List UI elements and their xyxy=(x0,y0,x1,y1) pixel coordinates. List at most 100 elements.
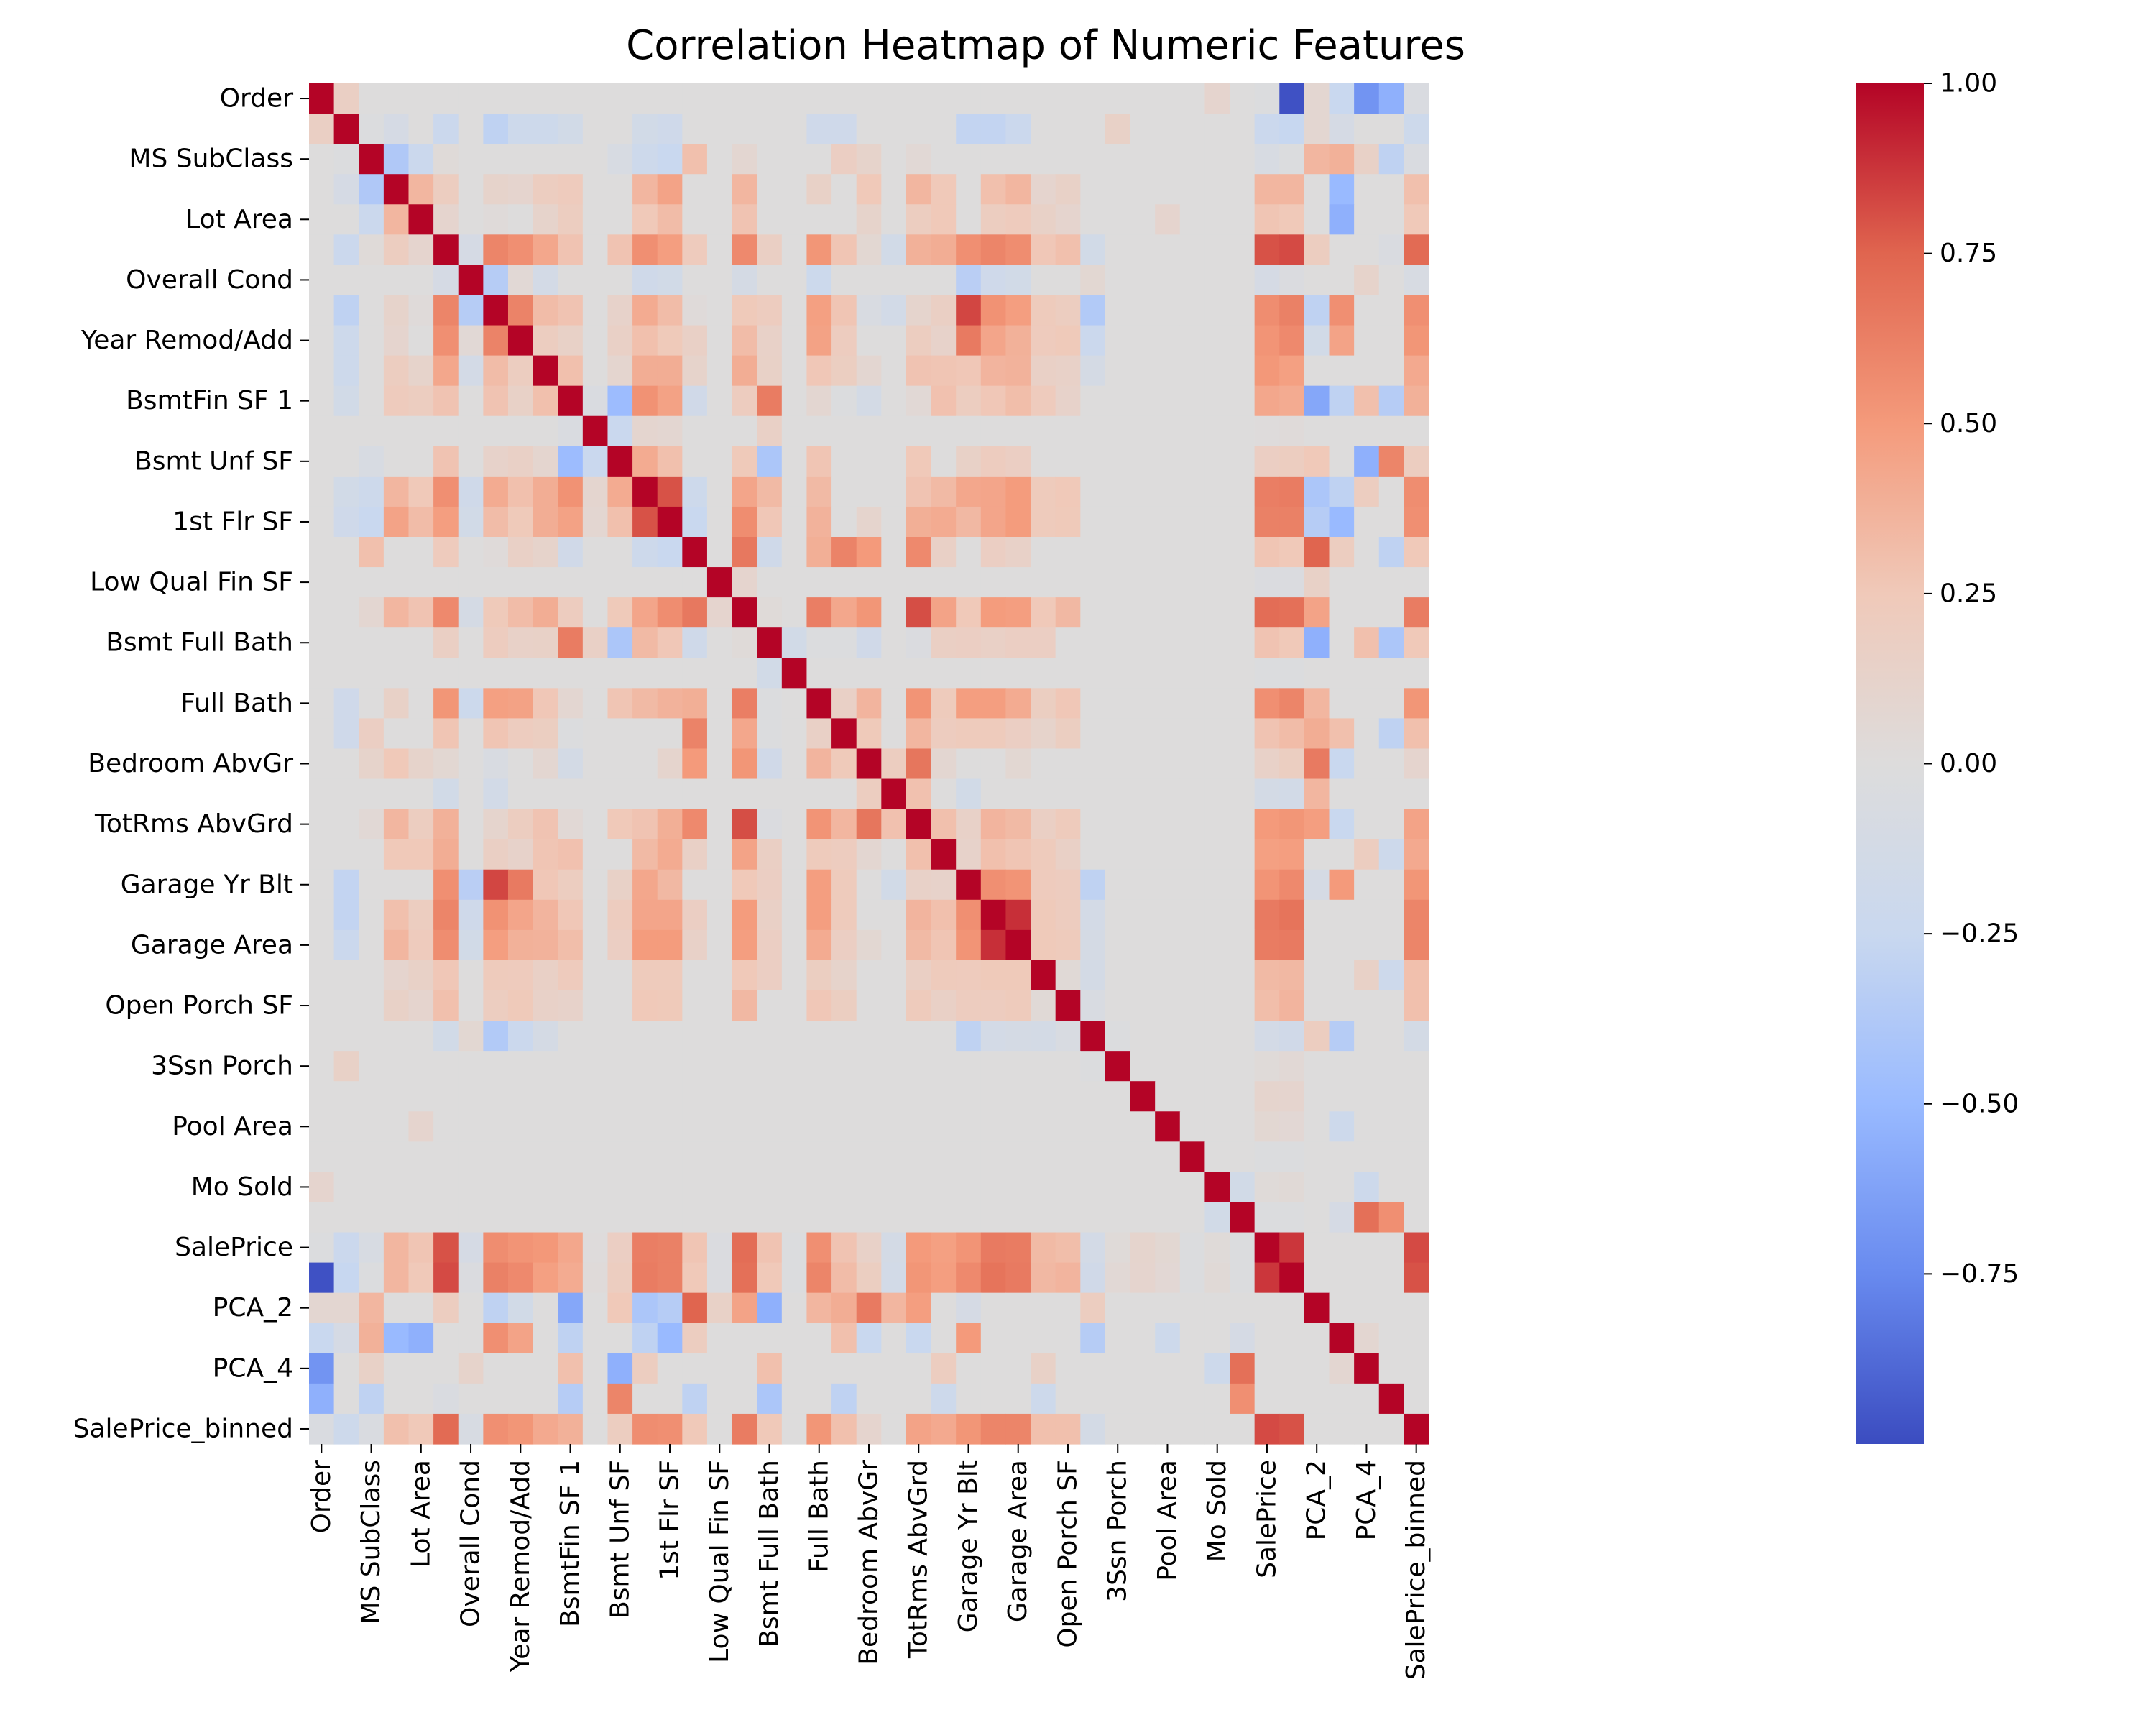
heatmap-cell xyxy=(1005,809,1031,840)
heatmap-cell xyxy=(1179,1322,1205,1354)
heatmap-cell xyxy=(333,990,359,1021)
heatmap-cell xyxy=(732,1141,757,1172)
heatmap-cell xyxy=(1055,1353,1081,1384)
heatmap-cell xyxy=(657,627,683,658)
heatmap-cell xyxy=(1005,1051,1031,1082)
heatmap-cell xyxy=(1130,778,1156,810)
heatmap-cell xyxy=(1080,325,1106,356)
heatmap-cell xyxy=(1055,839,1081,870)
heatmap-cell xyxy=(1055,114,1081,144)
heatmap-cell xyxy=(1031,234,1056,265)
heatmap-cell xyxy=(856,658,882,689)
heatmap-cell xyxy=(757,1202,783,1233)
heatmap-cell xyxy=(980,1202,1007,1233)
heatmap-cell xyxy=(383,990,410,1021)
y-tick-label: Bsmt Unf SF xyxy=(134,446,293,476)
heatmap-cell xyxy=(682,415,708,447)
heatmap-cell xyxy=(881,597,907,628)
heatmap-cell xyxy=(1031,869,1056,901)
heatmap-cell xyxy=(1080,1081,1106,1112)
heatmap-cell xyxy=(956,688,982,719)
heatmap-cell xyxy=(483,1292,509,1324)
heatmap-cell xyxy=(931,1322,957,1354)
heatmap-cell xyxy=(433,627,459,658)
heatmap-cell xyxy=(781,1081,808,1112)
heatmap-cell xyxy=(1378,929,1404,961)
heatmap-cell xyxy=(732,748,757,780)
heatmap-cell xyxy=(607,627,633,658)
heatmap-cell xyxy=(1105,1202,1131,1233)
heatmap-cell xyxy=(806,1081,832,1112)
heatmap-cell xyxy=(881,1232,907,1264)
heatmap-cell xyxy=(1130,899,1156,931)
heatmap-cell xyxy=(1304,567,1330,598)
heatmap-cell xyxy=(359,1413,384,1445)
heatmap-cell xyxy=(906,204,932,235)
heatmap-cell xyxy=(1005,1383,1031,1414)
heatmap-cell xyxy=(732,627,757,658)
heatmap-cell xyxy=(1204,1413,1230,1445)
heatmap-cell xyxy=(1105,597,1131,628)
heatmap-cell xyxy=(831,1232,857,1264)
heatmap-cell xyxy=(1055,1111,1081,1142)
heatmap-cell xyxy=(1204,1111,1230,1142)
heatmap-cell xyxy=(383,869,410,901)
heatmap-cell xyxy=(881,869,907,901)
heatmap-cell xyxy=(1378,1051,1404,1082)
heatmap-cell xyxy=(732,597,757,628)
heatmap-cell xyxy=(1080,174,1106,205)
heatmap-cell xyxy=(558,1081,584,1112)
heatmap-cell xyxy=(507,597,534,628)
heatmap-cell xyxy=(1055,899,1081,931)
heatmap-cell xyxy=(732,718,757,750)
heatmap-cell xyxy=(558,1021,584,1052)
heatmap-cell xyxy=(309,114,335,144)
heatmap-cell xyxy=(757,325,783,356)
heatmap-cell xyxy=(906,718,932,750)
heatmap-cell xyxy=(558,1141,584,1172)
heatmap-cell xyxy=(1130,718,1156,750)
heatmap-cell xyxy=(856,627,882,658)
heatmap-cell xyxy=(806,778,832,810)
heatmap-cell xyxy=(632,264,658,296)
heatmap-cell xyxy=(956,1353,982,1384)
heatmap-cell xyxy=(359,718,384,750)
heatmap-cell xyxy=(1155,264,1181,296)
heatmap-cell xyxy=(1230,809,1256,840)
heatmap-cell xyxy=(1304,295,1330,326)
heatmap-cell xyxy=(333,264,359,296)
heatmap-cell xyxy=(582,537,609,568)
heatmap-cell xyxy=(383,1383,410,1414)
heatmap-cell xyxy=(582,1353,609,1384)
heatmap-cell xyxy=(1404,1081,1429,1112)
heatmap-cell xyxy=(359,234,384,265)
heatmap-cell xyxy=(1130,1322,1156,1354)
heatmap-cell xyxy=(1254,1353,1280,1384)
x-tick-label: Mo Sold xyxy=(1202,1460,1232,1562)
colorbar-tick-label: −0.75 xyxy=(1940,1259,2019,1289)
heatmap-cell xyxy=(1055,1051,1081,1082)
heatmap-cell xyxy=(1179,899,1205,931)
heatmap-cell xyxy=(1354,990,1380,1021)
heatmap-cell xyxy=(607,506,633,538)
heatmap-cell xyxy=(706,718,733,750)
heatmap-cell xyxy=(831,960,857,991)
heatmap-cell xyxy=(1105,627,1131,658)
heatmap-cell xyxy=(906,1081,932,1112)
x-tick-label: SalePrice xyxy=(1252,1460,1281,1578)
heatmap-cell xyxy=(309,1232,335,1264)
heatmap-cell xyxy=(1204,114,1230,144)
heatmap-cell xyxy=(1155,839,1181,870)
heatmap-cell xyxy=(682,567,708,598)
heatmap-cell xyxy=(906,506,932,538)
heatmap-cell xyxy=(831,114,857,144)
heatmap-cell xyxy=(558,658,584,689)
heatmap-cell xyxy=(1230,1051,1256,1082)
heatmap-cell xyxy=(806,1232,832,1264)
heatmap-cell xyxy=(1055,748,1081,780)
heatmap-cell xyxy=(1055,627,1081,658)
heatmap-cell xyxy=(1254,1172,1280,1203)
heatmap-cell xyxy=(1005,839,1031,870)
heatmap-cell xyxy=(682,929,708,961)
heatmap-cell xyxy=(1179,809,1205,840)
